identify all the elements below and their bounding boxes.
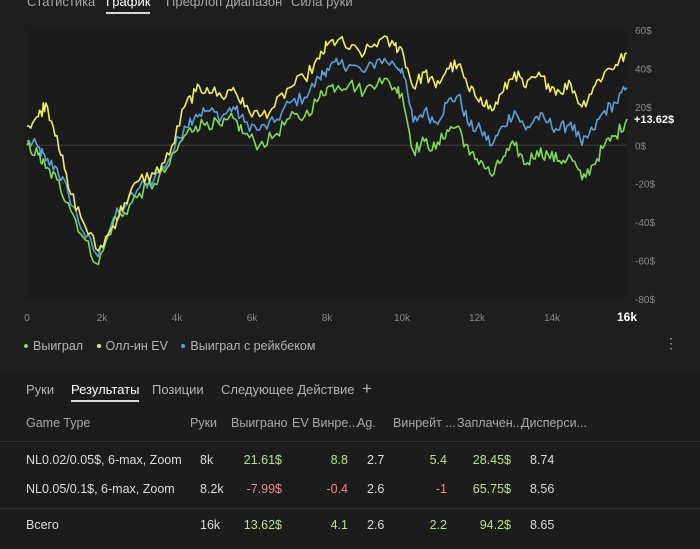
y-tick-label: 20$ [635, 103, 652, 114]
total-divider [0, 508, 700, 509]
chart-legend: Выиграл Олл-ин EV Выиграл с рейкбеком [24, 339, 325, 353]
x-tick-label: 10k [394, 313, 411, 324]
cell-won: 21.61$ [243, 453, 282, 467]
add-tab-icon[interactable]: + [362, 379, 372, 398]
tab-next-action[interactable]: Следующее Действие [221, 382, 355, 397]
cell-won: 13.62$ [243, 518, 282, 532]
cell-variance: 8.56 [530, 482, 555, 496]
x-tick-label: 12k [469, 313, 486, 324]
cell-aggression: 2.6 [367, 482, 385, 496]
legend-item-won[interactable]: Выиграл [24, 339, 83, 353]
table-row[interactable]: NL0.02/0.05$, 6-max, Zoom 8k 21.61$ 8.8 … [0, 453, 700, 475]
table-row[interactable]: NL0.05/0.1$, 6-max, Zoom 8.2k -7.99$ -0.… [0, 482, 700, 504]
cell-ev-winrate: -0.4 [326, 482, 348, 496]
cell-game-type: NL0.02/0.05$, 6-max, Zoom [26, 453, 182, 467]
cell-variance: 8.65 [530, 518, 555, 532]
legend-label-won: Выиграл [33, 339, 84, 353]
series-line-won [26, 77, 628, 266]
y-tick-label: -20$ [635, 180, 655, 191]
results-panel [0, 373, 700, 549]
legend-label-allin-ev: Олл-ин EV [105, 339, 168, 353]
cell-ev-winrate: 8.8 [330, 453, 348, 467]
y-tick-label: -80$ [635, 295, 655, 306]
cell-winrate: 2.2 [429, 518, 447, 532]
x-max-label: 16k [617, 310, 637, 324]
column-header-game-type[interactable]: Game Type [26, 416, 91, 430]
column-header-hands[interactable]: Руки [190, 416, 218, 430]
cell-hands: 16k [200, 518, 221, 532]
results-line-chart: 60$ 40$ 20$ 0$ -20$ -40$ -60$ -80$ 0 2k 4k 6k 8k 10k 1… [24, 26, 674, 324]
column-header-paid[interactable]: Заплачен... [457, 416, 524, 430]
legend-dot-won-rakeback [181, 343, 186, 348]
column-header-ev-winrate[interactable]: EV Винре... [292, 416, 359, 430]
cell-won: -7.99$ [246, 482, 282, 496]
header-divider [0, 441, 700, 442]
x-tick-label: 4k [172, 313, 184, 324]
tab-positions[interactable]: Позиции [152, 382, 204, 397]
cell-ev-winrate: 4.1 [330, 518, 348, 532]
cell-aggression: 2.6 [367, 518, 385, 532]
y-tick-label: 40$ [635, 64, 652, 75]
column-header-won[interactable]: Выиграно [231, 416, 288, 430]
x-tick-label: 2k [97, 313, 109, 324]
tab-results[interactable]: Результаты [71, 382, 140, 402]
y-tick-label: -60$ [635, 257, 655, 268]
x-tick-label: 6k [247, 313, 259, 324]
column-header-aggression[interactable]: Ag. [357, 416, 376, 430]
x-tick-label: 14k [544, 313, 561, 324]
cell-winrate: -1 [435, 482, 447, 496]
y-tick-label: 0$ [635, 141, 647, 152]
cell-total-label: Всего [26, 518, 59, 532]
table-total-row[interactable]: Всего 16k 13.62$ 4.1 2.6 2.2 94.2$ 8.65 [0, 518, 700, 540]
tab-statistics[interactable]: Статистика [27, 0, 96, 9]
cell-hands: 8.2k [200, 482, 224, 496]
x-tick-label: 0 [24, 313, 30, 324]
column-header-variance[interactable]: Дисперси... [521, 416, 588, 430]
legend-dot-allin-ev [96, 343, 101, 348]
cell-winrate: 5.4 [429, 453, 447, 467]
cell-paid: 94.2$ [479, 518, 511, 532]
cell-variance: 8.74 [530, 453, 555, 467]
tab-hands[interactable]: Руки [26, 382, 55, 397]
tab-graph[interactable]: График [106, 0, 151, 14]
cell-game-type: NL0.05/0.1$, 6-max, Zoom [26, 482, 175, 496]
y-tick-label: 60$ [635, 26, 652, 37]
cell-hands: 8k [200, 453, 214, 467]
table-header: Game Type Руки Выиграно EV Винре... Ag. … [0, 416, 700, 434]
tab-hand-strength[interactable]: Сила руки [291, 0, 353, 9]
results-tabs: Руки Результаты Позиции Следующее Действ… [0, 379, 700, 404]
cell-paid: 65.75$ [472, 482, 511, 496]
tab-preflop-range[interactable]: Префлоп диапазон [166, 0, 283, 9]
more-options-icon[interactable]: ⋮ [664, 335, 678, 351]
graph-view-tabs: Статистика График Префлоп диапазон Сила … [0, 0, 700, 14]
column-header-winrate[interactable]: Винрейт ... [393, 416, 456, 430]
cell-aggression: 2.7 [367, 453, 385, 467]
legend-label-won-rakeback: Выиграл с рейкбеком [190, 339, 316, 353]
legend-item-allin-ev[interactable]: Олл-ин EV [96, 339, 168, 353]
plot-area [27, 30, 627, 299]
cell-paid: 28.45$ [472, 453, 511, 467]
y-tick-label: -40$ [635, 218, 655, 229]
legend-dot-won [24, 343, 28, 348]
x-tick-label: 8k [322, 313, 334, 324]
series-line-allin-ev [26, 35, 628, 252]
legend-item-won-rakeback[interactable]: Выиграл с рейкбеком [181, 339, 315, 353]
series-line-won-rakeback [26, 57, 628, 258]
current-value-label: +13.62$ [634, 114, 674, 126]
